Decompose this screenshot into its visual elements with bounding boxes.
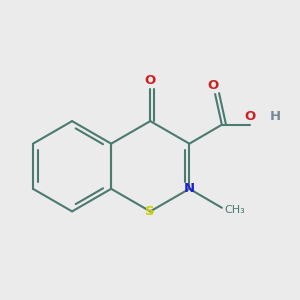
Text: CH₃: CH₃ (225, 205, 245, 214)
Text: H: H (269, 110, 281, 123)
Text: O: O (208, 79, 219, 92)
Text: O: O (145, 74, 156, 87)
Text: S: S (146, 205, 155, 218)
Text: N: N (184, 182, 195, 195)
Text: O: O (244, 110, 256, 123)
